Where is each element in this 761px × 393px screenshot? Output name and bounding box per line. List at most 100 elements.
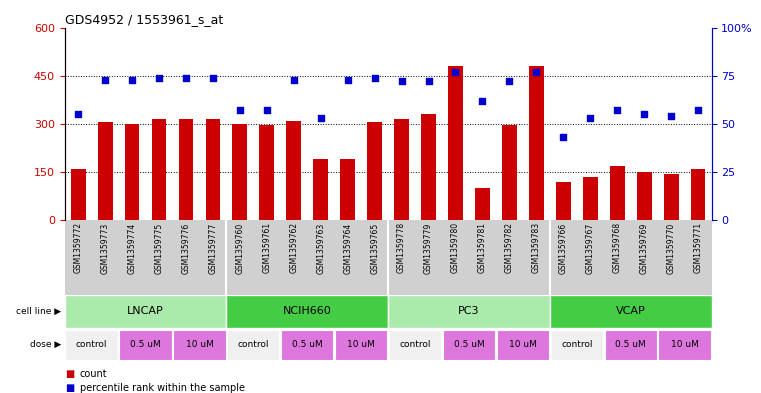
Bar [340, 159, 355, 220]
Text: NCIH660: NCIH660 [283, 307, 332, 316]
Text: GSM1359773: GSM1359773 [100, 222, 110, 274]
Text: LNCAP: LNCAP [127, 307, 164, 316]
Bar [286, 121, 301, 220]
Bar [260, 125, 274, 220]
Text: PC3: PC3 [458, 307, 479, 316]
Point [584, 115, 597, 121]
Point [422, 78, 435, 84]
Text: GSM1359769: GSM1359769 [640, 222, 648, 274]
Text: dose ▶: dose ▶ [30, 340, 61, 349]
Text: 0.5 uM: 0.5 uM [292, 340, 323, 349]
Bar [664, 174, 679, 220]
Bar [658, 330, 711, 360]
Text: cell line ▶: cell line ▶ [16, 307, 61, 316]
Bar [610, 165, 625, 220]
Bar [388, 295, 550, 328]
Text: GSM1359778: GSM1359778 [397, 222, 406, 274]
Text: ■: ■ [65, 369, 74, 379]
Text: GSM1359768: GSM1359768 [613, 222, 622, 274]
Text: GSM1359771: GSM1359771 [693, 222, 702, 274]
Bar [529, 66, 544, 220]
Bar [583, 177, 597, 220]
Text: 10 uM: 10 uM [670, 340, 699, 349]
Bar [232, 124, 247, 220]
Text: GSM1359776: GSM1359776 [181, 222, 190, 274]
Bar [205, 119, 221, 220]
Point [665, 113, 677, 119]
Bar [551, 330, 603, 360]
Point [314, 115, 326, 121]
Bar [691, 169, 705, 220]
Point [288, 76, 300, 83]
Point [99, 76, 111, 83]
Bar [421, 114, 436, 220]
Bar [637, 172, 651, 220]
Text: GSM1359781: GSM1359781 [478, 222, 487, 273]
Text: 10 uM: 10 uM [509, 340, 537, 349]
Text: GSM1359774: GSM1359774 [128, 222, 136, 274]
Point [396, 78, 408, 84]
Bar [389, 330, 441, 360]
Text: GSM1359782: GSM1359782 [505, 222, 514, 273]
Text: control: control [400, 340, 431, 349]
Text: GSM1359763: GSM1359763 [317, 222, 325, 274]
Text: GSM1359767: GSM1359767 [586, 222, 595, 274]
Text: count: count [80, 369, 107, 379]
Text: GSM1359780: GSM1359780 [451, 222, 460, 274]
Text: 0.5 uM: 0.5 uM [130, 340, 161, 349]
Bar [179, 119, 193, 220]
Text: 10 uM: 10 uM [186, 340, 213, 349]
Text: 10 uM: 10 uM [347, 340, 375, 349]
Point [126, 76, 139, 83]
Bar [119, 330, 172, 360]
Text: percentile rank within the sample: percentile rank within the sample [80, 383, 245, 393]
Text: 0.5 uM: 0.5 uM [616, 340, 646, 349]
Point [530, 69, 543, 75]
Bar [227, 295, 388, 328]
Text: GSM1359783: GSM1359783 [532, 222, 541, 274]
Bar [125, 124, 139, 220]
Text: ■: ■ [65, 383, 74, 393]
Point [476, 97, 489, 104]
Bar [65, 330, 118, 360]
Bar [71, 169, 85, 220]
Text: GSM1359765: GSM1359765 [370, 222, 379, 274]
Text: GSM1359770: GSM1359770 [667, 222, 676, 274]
Point [557, 134, 569, 140]
Point [342, 76, 354, 83]
Bar [314, 159, 328, 220]
Point [450, 69, 462, 75]
Text: GSM1359764: GSM1359764 [343, 222, 352, 274]
Text: control: control [76, 340, 107, 349]
Bar [174, 330, 225, 360]
Bar [335, 330, 387, 360]
Bar [502, 125, 517, 220]
Bar [228, 330, 279, 360]
Point [153, 74, 165, 81]
Text: GSM1359766: GSM1359766 [559, 222, 568, 274]
Point [611, 107, 623, 114]
Text: GSM1359777: GSM1359777 [209, 222, 218, 274]
Bar [556, 182, 571, 220]
Text: VCAP: VCAP [616, 307, 645, 316]
Point [503, 78, 515, 84]
Text: GSM1359760: GSM1359760 [235, 222, 244, 274]
Bar [550, 295, 712, 328]
Point [368, 74, 380, 81]
Point [180, 74, 192, 81]
Text: 0.5 uM: 0.5 uM [454, 340, 484, 349]
Bar [97, 122, 113, 220]
Text: GSM1359779: GSM1359779 [424, 222, 433, 274]
Text: GSM1359775: GSM1359775 [154, 222, 164, 274]
Text: GSM1359772: GSM1359772 [74, 222, 83, 274]
Point [638, 111, 650, 117]
Bar [604, 330, 657, 360]
Point [72, 111, 84, 117]
Bar [394, 119, 409, 220]
Bar [281, 330, 333, 360]
Point [234, 107, 246, 114]
Point [261, 107, 273, 114]
Bar [368, 122, 382, 220]
Bar [448, 66, 463, 220]
Text: GDS4952 / 1553961_s_at: GDS4952 / 1553961_s_at [65, 13, 223, 26]
